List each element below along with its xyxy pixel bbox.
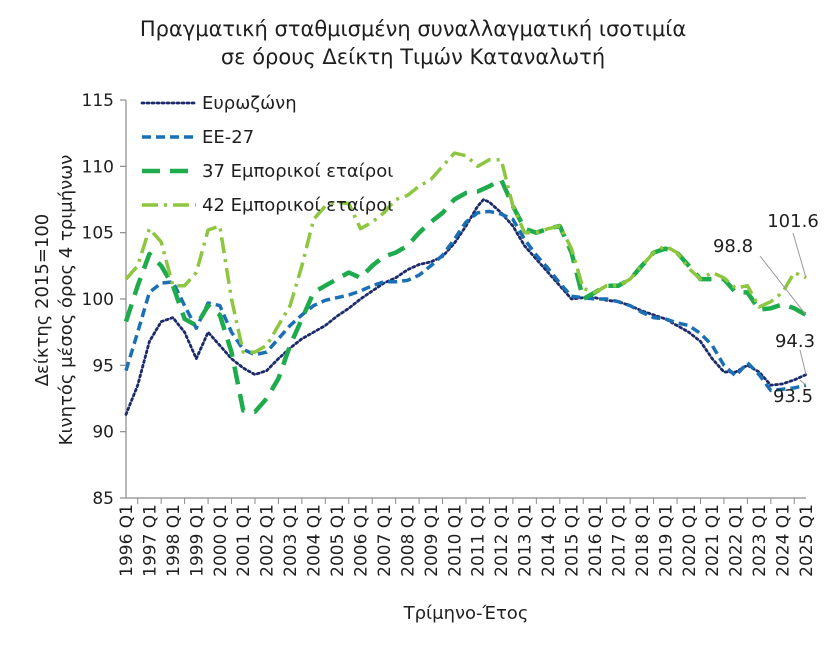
x-tick-label: 2013 Q1	[516, 504, 536, 577]
series-line-2	[124, 209, 807, 393]
x-tick-label: 1999 Q1	[187, 504, 207, 577]
x-tick-label: 2021 Q1	[703, 504, 723, 577]
end-labels: 101.6 98.8 94.3 93.5	[713, 211, 819, 407]
series-line-4	[124, 151, 807, 354]
end-value-label: 93.5	[773, 386, 813, 407]
leader-line	[792, 232, 807, 278]
y-tick-label: 95	[92, 356, 114, 376]
y-axis-label-line-1: Δείκτης 2015=100	[32, 214, 53, 387]
x-tick-label: 2024 Q1	[774, 504, 794, 577]
x-tick-label: 2009 Q1	[422, 504, 442, 577]
x-tick-label: 2025 Q1	[797, 504, 817, 577]
x-tick-label: 2014 Q1	[539, 504, 559, 577]
x-tick-label: 2006 Q1	[351, 504, 371, 577]
y-ticks: 85 90 95 100 105 110 115	[82, 91, 126, 509]
legend-label-4: 42 Εμπορικοί εταίροι	[202, 195, 393, 216]
x-tick-label: 2003 Q1	[281, 504, 301, 577]
x-tick-label: 1996 Q1	[117, 504, 137, 577]
x-tick-label: 2017 Q1	[609, 504, 629, 577]
x-tick-label: 2002 Q1	[258, 504, 278, 577]
leader-line	[799, 379, 807, 386]
series-line-1	[124, 198, 808, 416]
x-tick-label: 1997 Q1	[140, 504, 160, 577]
y-tick-label: 100	[82, 290, 114, 310]
x-tick-label: 2000 Q1	[211, 504, 231, 577]
axes	[125, 100, 806, 499]
x-tick-label: 2020 Q1	[680, 504, 700, 577]
x-tick-label: 2010 Q1	[445, 504, 465, 577]
y-tick-label: 85	[92, 489, 114, 509]
series-line-3	[123, 177, 808, 415]
x-tick-label: 2015 Q1	[563, 504, 583, 577]
x-ticks: 1996 Q1 1997 Q1 1998 Q1 1999 Q1 2000 Q1 2001 …	[117, 498, 817, 577]
y-tick-label: 110	[82, 157, 114, 177]
x-tick-label: 2019 Q1	[656, 504, 676, 577]
end-value-label: 94.3	[775, 331, 815, 352]
x-tick-label: 2001 Q1	[234, 504, 254, 577]
y-axis-label-line-2: Κινητός μέσος όρος 4 τριμήνων	[56, 155, 77, 446]
x-axis-label: Τρίμηνο-Έτος	[403, 603, 529, 624]
legend: Ευρωζώνη ΕΕ-27 37 Εμπορικοί εταίροι 42 Εμπο…	[140, 93, 393, 216]
leader-lines	[759, 232, 807, 386]
x-tick-label: 2023 Q1	[750, 504, 770, 577]
series-lines	[123, 151, 808, 416]
leader-line	[799, 349, 807, 375]
chart-title-line-1: Πραγματική σταθμισμένη συναλλαγματική ισ…	[140, 17, 686, 41]
x-tick-label: 2004 Q1	[305, 504, 325, 577]
x-tick-label: 2008 Q1	[398, 504, 418, 577]
x-tick-label: 2005 Q1	[328, 504, 348, 577]
y-tick-label: 90	[92, 423, 114, 443]
leader-line	[759, 255, 807, 316]
y-tick-label: 115	[82, 91, 114, 111]
end-value-label: 101.6	[767, 211, 819, 232]
x-tick-label: 1998 Q1	[164, 504, 184, 577]
chart-title-line-2: σε όρους Δείκτη Τιμών Καταναλωτή	[221, 45, 605, 69]
legend-label-2: ΕΕ-27	[202, 127, 254, 148]
x-tick-label: 2007 Q1	[375, 504, 395, 577]
x-tick-label: 2011 Q1	[469, 504, 489, 577]
legend-label-3: 37 Εμπορικοί εταίροι	[202, 161, 393, 182]
legend-label-1: Ευρωζώνη	[202, 93, 297, 114]
x-tick-label: 2018 Q1	[633, 504, 653, 577]
x-tick-label: 2016 Q1	[586, 504, 606, 577]
end-value-label: 98.8	[713, 236, 753, 257]
y-tick-label: 105	[82, 224, 114, 244]
x-tick-label: 2012 Q1	[492, 504, 512, 577]
x-tick-label: 2022 Q1	[727, 504, 747, 577]
